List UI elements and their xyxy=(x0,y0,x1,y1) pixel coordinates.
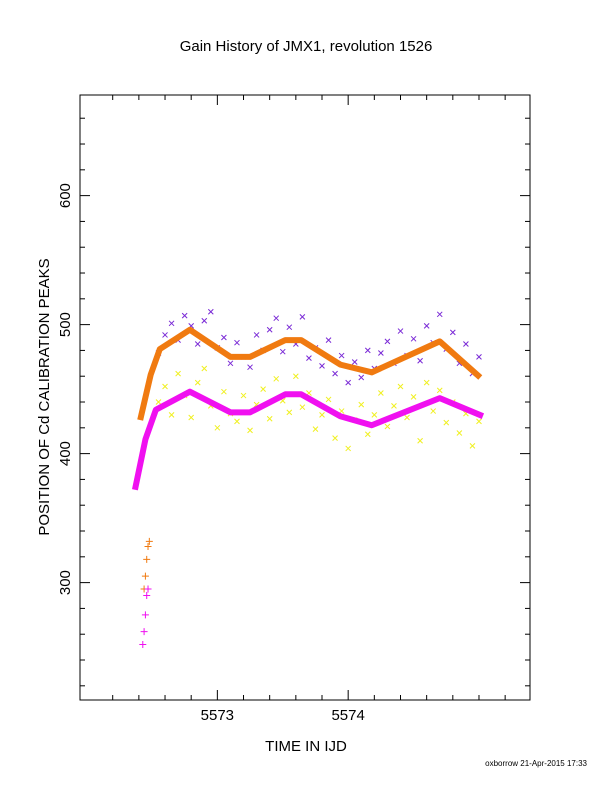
data-point xyxy=(201,365,208,372)
data-point xyxy=(299,404,306,411)
data-point xyxy=(141,611,149,619)
data-point xyxy=(384,423,391,430)
data-point xyxy=(253,332,260,338)
data-point xyxy=(345,445,352,452)
chart-title: Gain History of JMX1, revolution 1526 xyxy=(180,38,433,55)
data-point xyxy=(410,335,417,342)
data-point xyxy=(247,427,253,434)
data-point xyxy=(141,572,149,580)
data-point xyxy=(476,354,482,360)
data-point xyxy=(266,326,273,333)
data-point xyxy=(417,437,423,444)
data-point xyxy=(139,641,147,649)
data-point xyxy=(351,359,358,365)
footer: oxborrow 21-Apr-2015 17:33 xyxy=(485,759,587,768)
data-point xyxy=(194,341,201,347)
data-point xyxy=(384,338,391,345)
data-point xyxy=(436,311,443,318)
data-point xyxy=(234,418,240,425)
data-point xyxy=(338,352,345,359)
data-point xyxy=(358,401,365,408)
data-point xyxy=(306,355,312,362)
data-point xyxy=(273,375,280,382)
data-point xyxy=(168,412,175,418)
data-point xyxy=(364,431,371,438)
data-point xyxy=(364,347,371,354)
data-point xyxy=(234,339,240,346)
plot-frame xyxy=(79,94,531,701)
data-point xyxy=(260,386,266,392)
data-point xyxy=(378,390,384,396)
y-tick-label: 300 xyxy=(57,570,74,595)
data-point xyxy=(463,341,469,347)
x-tick-label: 5574 xyxy=(331,707,364,724)
data-point xyxy=(378,350,384,356)
data-point xyxy=(423,323,430,329)
data-point xyxy=(397,383,404,390)
data-point xyxy=(240,392,247,399)
data-point xyxy=(145,537,153,545)
data-point xyxy=(162,383,168,390)
data-point xyxy=(449,329,456,336)
data-point xyxy=(286,409,293,416)
data-point xyxy=(273,315,280,322)
data-point xyxy=(140,628,148,636)
data-point xyxy=(332,435,338,441)
data-point xyxy=(168,320,175,327)
x-tick-label: 5573 xyxy=(201,707,234,724)
data-point xyxy=(319,363,325,369)
data-point xyxy=(292,373,299,380)
data-point xyxy=(325,337,332,343)
data-point xyxy=(436,387,443,394)
data-point xyxy=(162,332,168,338)
data-point xyxy=(391,403,397,409)
data-point xyxy=(469,443,476,449)
data-point xyxy=(371,412,378,418)
data-point xyxy=(221,388,227,395)
data-point xyxy=(417,357,423,364)
y-axis-label: POSITION OF Cd CALIBRATION PEAKS xyxy=(36,258,53,535)
data-point xyxy=(286,324,293,331)
data-point xyxy=(181,312,188,319)
data-point xyxy=(247,364,253,371)
y-tick-label: 400 xyxy=(57,441,74,466)
trend-line xyxy=(132,388,485,491)
data-point xyxy=(207,308,214,315)
data-point xyxy=(266,415,273,422)
x-axis-label: TIME IN IJD xyxy=(265,738,347,755)
data-point xyxy=(188,414,195,421)
data-point xyxy=(227,360,234,367)
trend-line xyxy=(137,326,483,421)
data-point xyxy=(201,317,208,324)
data-point xyxy=(143,592,151,600)
data-point xyxy=(423,379,430,386)
data-point xyxy=(221,334,227,341)
data-point xyxy=(279,348,286,355)
data-point xyxy=(143,555,151,563)
data-point xyxy=(319,412,325,418)
data-point xyxy=(332,370,338,377)
data-point xyxy=(358,374,365,381)
y-tick-label: 600 xyxy=(57,183,74,208)
data-point xyxy=(404,414,410,421)
data-point xyxy=(155,399,162,405)
data-point xyxy=(345,379,352,386)
data-point xyxy=(144,585,152,593)
data-point xyxy=(312,426,319,432)
data-point xyxy=(456,430,463,436)
data-point xyxy=(410,394,417,400)
data-point xyxy=(430,408,437,414)
y-tick-label: 500 xyxy=(57,312,74,337)
data-point xyxy=(144,542,152,550)
data-point xyxy=(325,396,332,403)
data-point xyxy=(214,424,221,431)
data-point xyxy=(476,418,482,425)
data-point xyxy=(299,314,306,320)
data-point xyxy=(175,370,181,377)
data-point xyxy=(397,328,404,334)
data-point xyxy=(443,419,450,426)
data-point xyxy=(194,379,201,386)
